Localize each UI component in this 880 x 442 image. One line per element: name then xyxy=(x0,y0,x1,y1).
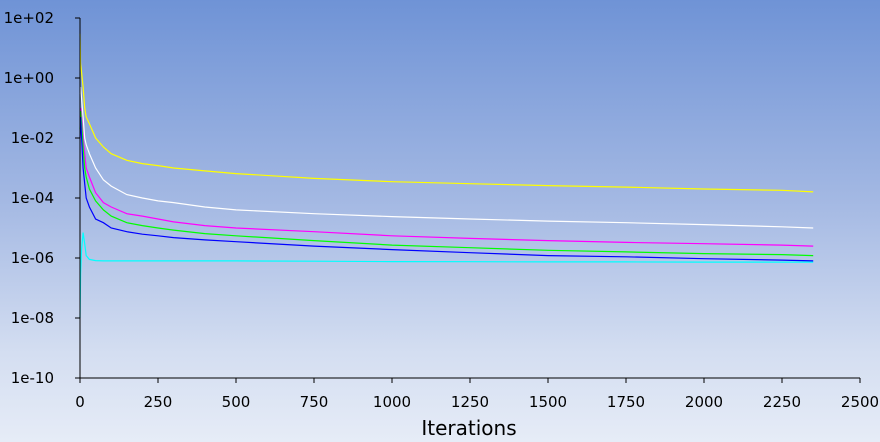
y-tick-label: 1e-04 xyxy=(11,189,54,207)
x-axis-label: Iterations xyxy=(421,416,516,440)
y-tick-label: 1e+02 xyxy=(4,9,54,27)
ticks-layer: 0 250 500 750 1000 1250 1500 1750 2000 2250 2500 1e… xyxy=(4,9,880,411)
x-tick-label: 500 xyxy=(222,393,251,411)
y-tick-label: 1e+00 xyxy=(4,69,54,87)
y-tick-label: 1e-02 xyxy=(11,129,54,147)
series-line-3 xyxy=(79,107,814,247)
x-tick-label: 750 xyxy=(300,393,329,411)
y-tick-label: 1e-10 xyxy=(11,369,54,387)
series-line-1 xyxy=(79,33,814,193)
series-line-2 xyxy=(79,86,814,229)
y-tick-label: 1e-06 xyxy=(11,249,54,267)
axes-layer xyxy=(79,18,860,379)
series-line-6 xyxy=(79,232,814,319)
series-line-5 xyxy=(79,116,814,262)
x-tick-label: 0 xyxy=(75,393,85,411)
x-tick-label: 2250 xyxy=(763,393,801,411)
series-layer xyxy=(79,33,814,319)
x-tick-label: 1000 xyxy=(373,393,411,411)
x-tick-label: 1250 xyxy=(451,393,489,411)
y-tick-label: 1e-08 xyxy=(11,309,54,327)
series-line-4 xyxy=(79,110,814,257)
x-tick-label: 250 xyxy=(144,393,173,411)
x-tick-label: 2500 xyxy=(841,393,879,411)
x-tick-label: 1500 xyxy=(529,393,567,411)
x-tick-label: 1750 xyxy=(607,393,645,411)
x-tick-label: 2000 xyxy=(685,393,723,411)
